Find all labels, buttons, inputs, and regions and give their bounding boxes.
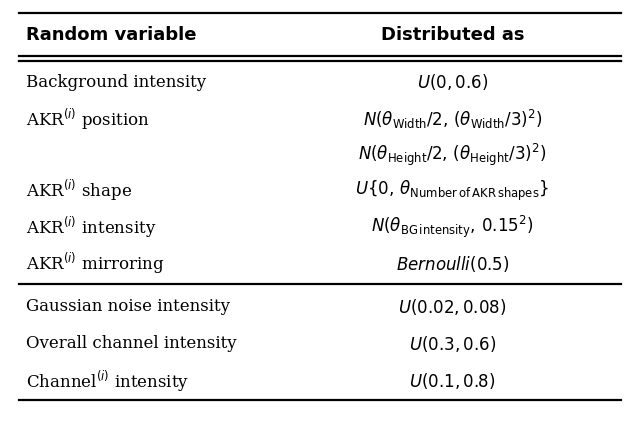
Text: $\mathit{U}(0.02, 0.08)$: $\mathit{U}(0.02, 0.08)$ [398,297,506,317]
Text: $\mathit{U}(0.3, 0.6)$: $\mathit{U}(0.3, 0.6)$ [409,333,496,354]
Text: $\mathit{U}\{0,\,\theta_{\mathrm{Number\,of\,AKR\,shapes}}\}$: $\mathit{U}\{0,\,\theta_{\mathrm{Number\… [355,178,550,203]
Text: $\mathit{Bernoulli}(0.5)$: $\mathit{Bernoulli}(0.5)$ [396,254,509,274]
Text: $\mathit{U}(0, 0.6)$: $\mathit{U}(0, 0.6)$ [417,72,488,92]
Text: AKR$^{(i)}$ position: AKR$^{(i)}$ position [26,107,150,132]
Text: Overall channel intensity: Overall channel intensity [26,335,236,352]
Text: AKR$^{(i)}$ mirroring: AKR$^{(i)}$ mirroring [26,251,164,276]
Text: Gaussian noise intensity: Gaussian noise intensity [26,298,230,315]
Text: $\mathit{N}(\theta_{\mathrm{BG\,intensity}},\,0.15^{2})$: $\mathit{N}(\theta_{\mathrm{BG\,intensit… [371,214,534,240]
Text: AKR$^{(i)}$ shape: AKR$^{(i)}$ shape [26,178,132,203]
Text: Background intensity: Background intensity [26,74,205,90]
Text: Random variable: Random variable [26,26,196,44]
Text: $\mathit{N}(\theta_{\mathrm{Width}}/2,\,(\theta_{\mathrm{Width}}/3)^{2})$: $\mathit{N}(\theta_{\mathrm{Width}}/2,\,… [363,107,542,131]
Text: $\mathit{U}(0.1, 0.8)$: $\mathit{U}(0.1, 0.8)$ [409,371,495,391]
Text: AKR$^{(i)}$ intensity: AKR$^{(i)}$ intensity [26,214,156,240]
Text: Channel$^{(i)}$ intensity: Channel$^{(i)}$ intensity [26,368,189,394]
Text: $\mathit{N}(\theta_{\mathrm{Height}}/2,\,(\theta_{\mathrm{Height}}/3)^{2})$: $\mathit{N}(\theta_{\mathrm{Height}}/2,\… [358,142,547,168]
Text: Distributed as: Distributed as [381,26,524,44]
